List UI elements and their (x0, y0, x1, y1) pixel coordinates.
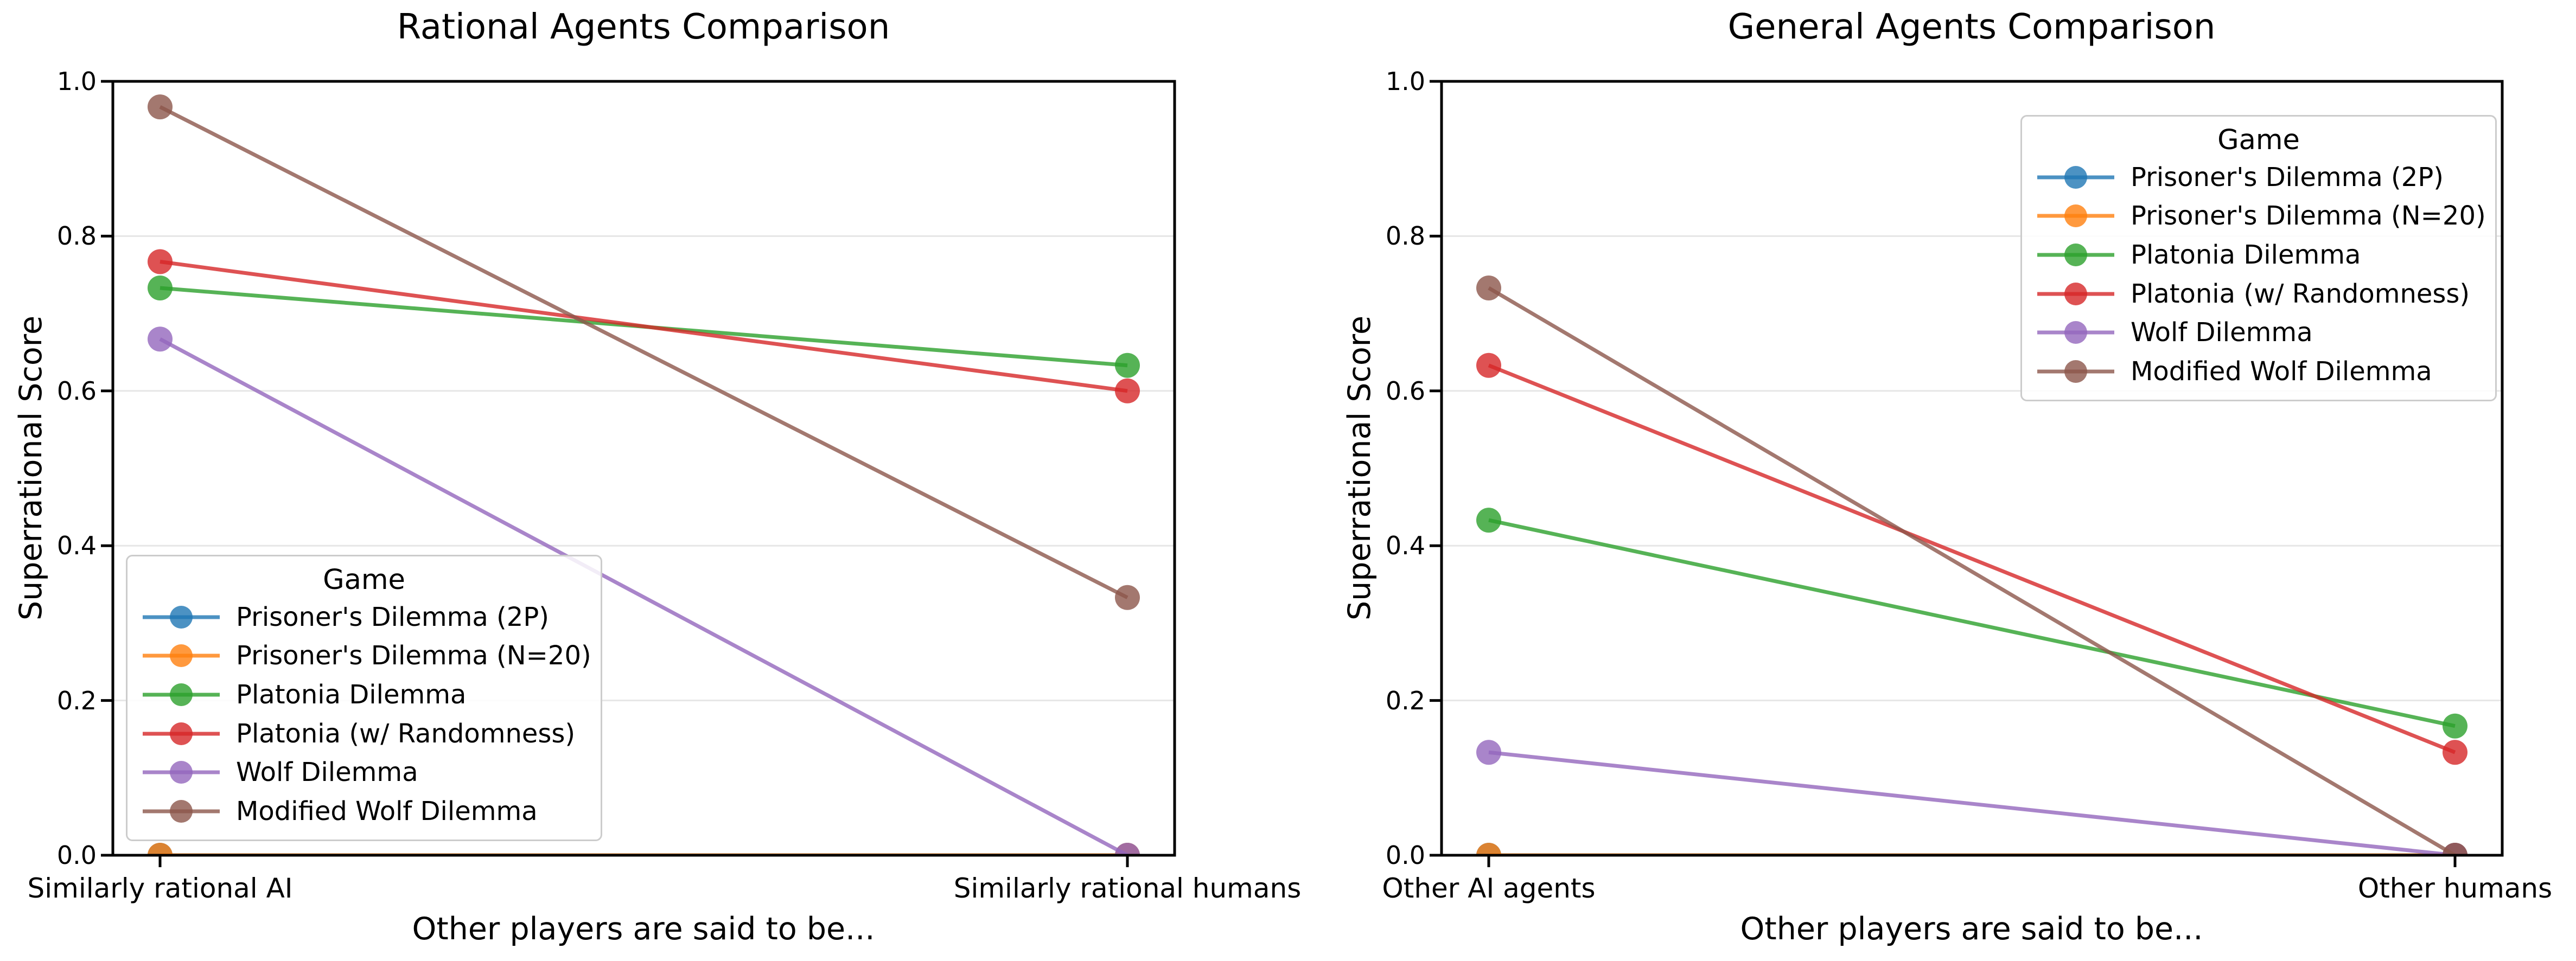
data-point-marker (148, 276, 173, 301)
x-axis-label-general: Other players are said to be... (1740, 911, 2203, 947)
y-tick-label: 0.2 (56, 685, 97, 715)
y-tick-label: 0.2 (1385, 685, 1425, 715)
data-point-marker (148, 843, 173, 855)
legend-item-label: Wolf Dilemma (2131, 317, 2313, 348)
legend-item: Platonia Dilemma (141, 680, 588, 710)
legend-line-marker-icon (2037, 204, 2114, 228)
legend-item: Prisoner's Dilemma (2P) (141, 601, 588, 632)
data-point-marker (1476, 843, 1501, 855)
data-point-marker (1115, 353, 1140, 378)
legend-item-label: Prisoner's Dilemma (N=20) (236, 640, 591, 671)
y-axis-label-rational: Superrational Score (13, 315, 49, 621)
legend-line-marker-icon (143, 683, 220, 706)
data-point-marker (148, 326, 173, 352)
y-tick-label: 0.6 (56, 376, 97, 406)
y-tick-label: 1.0 (1385, 67, 1425, 96)
series-line (1488, 750, 2456, 855)
legend-item-label: Platonia Dilemma (236, 680, 467, 710)
legend-item-label: Prisoner's Dilemma (2P) (236, 601, 549, 632)
legend-title: Game (323, 564, 405, 596)
x-axis-label-rational: Other players are said to be... (412, 911, 875, 947)
x-tick-label: Other humans (2357, 873, 2553, 904)
x-tick-label: Other AI agents (1382, 873, 1596, 904)
y-tick-label: 0.8 (1385, 221, 1425, 251)
legend-item-label: Modified Wolf Dilemma (236, 796, 538, 827)
series-line (160, 260, 1128, 393)
legend-general: Game Prisoner's Dilemma (2P) Prisoner's D… (2020, 115, 2497, 401)
legend-item: Platonia Dilemma (2035, 240, 2482, 270)
legend-item-label: Platonia (w/ Randomness) (236, 718, 576, 749)
legend-items: Prisoner's Dilemma (2P) Prisoner's Dilemm… (2035, 158, 2486, 391)
data-point-marker (2443, 713, 2467, 739)
legend-item: Modified Wolf Dilemma (141, 796, 588, 827)
y-axis-label-general: Superrational Score (1342, 315, 1378, 621)
legend-item-label: Prisoner's Dilemma (N=20) (2131, 201, 2486, 232)
legend-line-marker-icon (2037, 282, 2114, 305)
legend-item-label: Modified Wolf Dilemma (2131, 356, 2432, 387)
series-line (159, 105, 1128, 599)
legend-line-marker-icon (2037, 321, 2114, 344)
y-tick-label: 0.4 (56, 531, 97, 561)
data-point-marker (1115, 843, 1140, 855)
legend-item-label: Prisoner's Dilemma (2P) (2131, 162, 2444, 193)
legend-title: Game (2217, 124, 2300, 156)
data-point-marker (1115, 378, 1140, 403)
axis-spine (111, 80, 1176, 857)
legend-item: Prisoner's Dilemma (2P) (2035, 162, 2482, 193)
legend-item: Prisoner's Dilemma (N=20) (2035, 201, 2486, 231)
series-line (159, 337, 1128, 855)
legend-line-marker-icon (143, 722, 220, 745)
data-point-marker (148, 94, 173, 120)
legend-line-marker-icon (143, 761, 220, 784)
legend-line-marker-icon (2037, 360, 2114, 383)
legend-item-label: Wolf Dilemma (236, 757, 418, 788)
y-tick-label: 0.0 (1385, 841, 1425, 870)
data-point-marker (148, 249, 173, 274)
legend-item-label: Platonia (w/ Randomness) (2131, 278, 2470, 309)
chart-title-general: General Agents Comparison (1727, 7, 2216, 47)
y-tick-label: 0.4 (1385, 531, 1425, 561)
legend-item-label: Platonia Dilemma (2131, 240, 2361, 270)
legend-line-marker-icon (143, 605, 220, 629)
legend-item: Prisoner's Dilemma (N=20) (141, 640, 591, 671)
series-line (1488, 286, 2456, 855)
data-point-marker (1476, 508, 1501, 533)
data-point-marker (1115, 585, 1140, 610)
data-point-marker (1476, 740, 1501, 765)
data-point-marker (2443, 843, 2467, 855)
x-tick-label: Similarly rational AI (27, 873, 293, 904)
data-point-marker (2443, 740, 2467, 765)
legend-line-marker-icon (143, 644, 220, 668)
legend-item: Platonia (w/ Randomness) (2035, 279, 2482, 309)
series-line (1488, 363, 2456, 754)
series-line (1488, 518, 2456, 728)
data-point-marker (1476, 276, 1501, 301)
legend-item: Modified Wolf Dilemma (2035, 356, 2482, 387)
legend-line-marker-icon (2037, 244, 2114, 266)
axis-spine (1440, 80, 2504, 857)
legend-rational: Game Prisoner's Dilemma (2P) Prisoner's D… (126, 555, 602, 841)
legend-line-marker-icon (143, 800, 220, 823)
x-tick-label: Similarly rational humans (953, 873, 1302, 904)
y-tick-label: 1.0 (56, 67, 97, 96)
y-tick-label: 0.8 (56, 221, 97, 251)
legend-item: Wolf Dilemma (2035, 317, 2482, 348)
legend-item: Wolf Dilemma (141, 757, 588, 788)
y-tick-label: 0.6 (1385, 376, 1425, 406)
y-tick-label: 0.0 (56, 841, 97, 870)
legend-items: Prisoner's Dilemma (2P) Prisoner's Dilemm… (141, 598, 591, 831)
legend-item: Platonia (w/ Randomness) (141, 718, 588, 749)
legend-line-marker-icon (2037, 165, 2114, 189)
chart-title-rational: Rational Agents Comparison (397, 7, 890, 47)
data-point-marker (1476, 353, 1501, 378)
